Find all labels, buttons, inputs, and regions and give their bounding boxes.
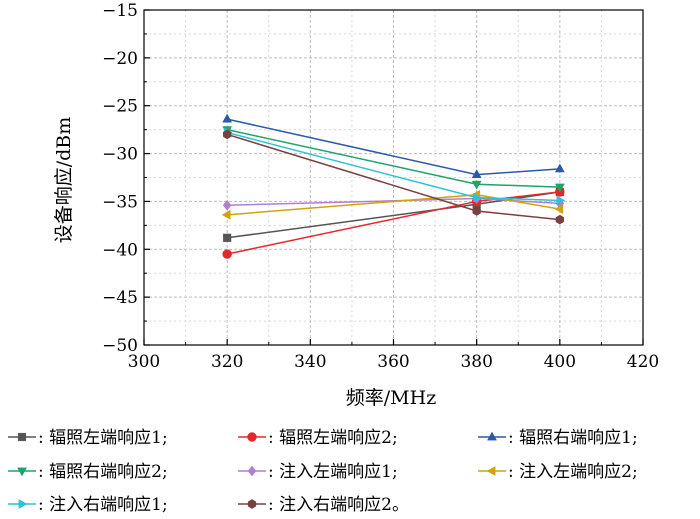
legend-label: : 注入左端响应2; <box>508 462 638 482</box>
legend: : 辐照左端响应1; : 辐照左端响应2; : 辐照右端响应1; : 辐照右端响应2;… <box>8 428 638 515</box>
y-tick-label: −30 <box>102 145 138 165</box>
data-point <box>471 180 482 190</box>
y-tick-label: −45 <box>102 288 138 308</box>
x-tick-label: 360 <box>377 352 409 372</box>
data-point <box>471 169 482 179</box>
legend-label: : 辐照左端响应2; <box>268 428 398 448</box>
legend-label: : 注入右端响应2。 <box>268 495 409 515</box>
legend-label: : 辐照左端响应1; <box>38 428 168 448</box>
data-point <box>222 113 233 123</box>
y-tick-label: −25 <box>102 97 138 117</box>
grid <box>143 9 644 346</box>
series-line <box>227 128 560 188</box>
data-point <box>554 163 565 173</box>
legend-marker <box>17 432 27 442</box>
y-tick-label: −40 <box>102 240 138 260</box>
data-point <box>223 129 232 140</box>
y-axis-title: 设备响应/dBm <box>53 117 75 244</box>
x-tick-label: 320 <box>211 352 243 372</box>
axes: −50 −45 −40 −35 −30 −25 −20 −15 300 320 340 360 380 4… <box>102 1 659 372</box>
legend-item: : 辐照右端响应2; <box>8 462 168 482</box>
series-3 <box>222 113 565 179</box>
legend-marker <box>487 431 497 441</box>
x-tick-label: 400 <box>544 352 576 372</box>
data-point <box>472 206 481 216</box>
data-point <box>222 199 232 211</box>
x-tick-label: 380 <box>460 352 492 372</box>
legend-label: : 注入右端响应1; <box>38 495 168 515</box>
x-axis-title: 频率/MHz <box>346 387 436 409</box>
legend-label: : 注入左端响应1; <box>268 462 398 482</box>
legend-item: : 注入右端响应1; <box>8 495 168 515</box>
legend-item: : 辐照右端响应1; <box>478 428 638 448</box>
y-tick-label: −20 <box>102 49 138 69</box>
data-point <box>554 183 565 193</box>
legend-item: : 辐照左端响应2; <box>238 428 398 448</box>
x-tick-label: 340 <box>294 352 326 372</box>
legend-label: : 辐照右端响应2; <box>38 462 168 482</box>
data-point <box>556 195 566 206</box>
legend-item: : 注入右端响应2。 <box>238 495 409 515</box>
legend-item: : 注入左端响应1; <box>238 462 398 482</box>
legend-item: : 注入左端响应2; <box>478 462 638 482</box>
series-8 <box>223 129 564 225</box>
series-group <box>221 113 566 259</box>
y-tick-label: −15 <box>102 1 138 21</box>
y-tick-label: −50 <box>102 336 138 356</box>
legend-marker <box>18 499 28 509</box>
y-tick-label: −35 <box>102 192 138 212</box>
x-tick-label: 420 <box>627 352 659 372</box>
data-point <box>555 214 564 225</box>
data-point <box>554 204 564 215</box>
data-point <box>221 209 231 220</box>
legend-marker <box>247 432 257 442</box>
legend-marker <box>486 466 496 476</box>
legend-item: : 辐照左端响应1; <box>8 428 168 448</box>
legend-marker <box>17 467 27 477</box>
x-tick-label: 300 <box>128 352 160 372</box>
data-point <box>223 233 232 242</box>
legend-label: : 辐照右端响应1; <box>508 428 638 448</box>
legend-marker <box>247 499 257 509</box>
legend-marker <box>247 465 257 477</box>
data-point <box>473 192 483 203</box>
data-point <box>222 249 232 259</box>
